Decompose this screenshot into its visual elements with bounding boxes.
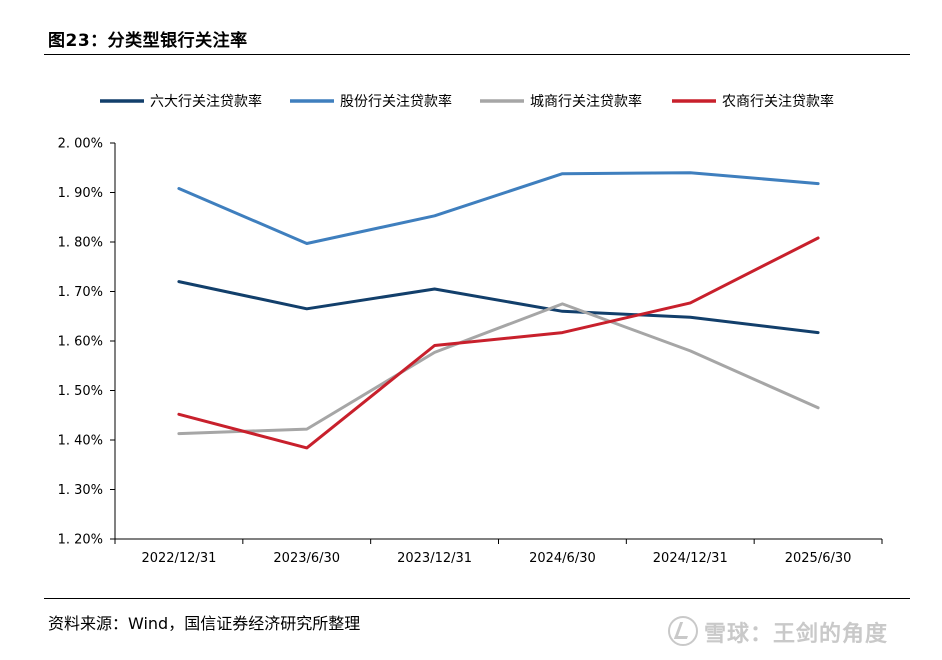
figure-title: 图23：分类型银行关注率: [48, 31, 248, 51]
y-tick-labels: 2. 00% 1. 90% 1. 80% 1. 70% 1. 60% 1. 50% 1. 4…: [58, 137, 103, 548]
legend-label-1: 六大行关注贷款率: [150, 93, 262, 110]
y-tick-label: 1. 60%: [58, 335, 103, 350]
legend-label-4: 农商行关注贷款率: [722, 93, 834, 110]
legend-label-3: 城商行关注贷款率: [530, 93, 642, 110]
x-tick-labels: 2022/12/31 2023/6/30 2023/12/31 2024/6/30 20…: [141, 551, 851, 566]
legend-label-2: 股份行关注贷款率: [340, 93, 452, 110]
x-tick-label: 2025/6/30: [785, 551, 852, 566]
series-line-2: [177, 171, 820, 245]
legend: 六大行关注贷款率 股份行关注贷款率 城商行关注贷款率 农商行关注贷款率: [100, 93, 834, 110]
y-tick-label: 1. 70%: [58, 285, 103, 300]
series-line-1: [177, 280, 820, 335]
line-chart: 六大行关注贷款率 股份行关注贷款率 城商行关注贷款率 农商行关注贷款率 2. 00% 1…: [58, 93, 883, 566]
y-tick-label: 1. 20%: [58, 533, 103, 548]
x-tick-label: 2024/6/30: [529, 551, 596, 566]
chart-axes: [110, 142, 883, 544]
x-tick-label: 2023/12/31: [397, 551, 472, 566]
snowball-logo-icon: [668, 616, 698, 646]
x-tick-label: 2023/6/30: [273, 551, 340, 566]
y-tick-label: 2. 00%: [58, 137, 103, 152]
watermark-text: 雪球：王剑的角度: [704, 622, 889, 647]
y-tick-label: 1. 50%: [58, 384, 103, 399]
x-tick-label: 2022/12/31: [141, 551, 216, 566]
y-tick-label: 1. 40%: [58, 434, 103, 449]
y-tick-label: 1. 90%: [58, 186, 103, 201]
series-line-3: [177, 302, 820, 436]
y-tick-label: 1. 30%: [58, 483, 103, 498]
source-note: 资料来源：Wind，国信证券经济研究所整理: [48, 614, 361, 633]
x-tick-label: 2024/12/31: [653, 551, 728, 566]
y-tick-label: 1. 80%: [58, 236, 103, 251]
bottom-rule: [44, 598, 910, 599]
series-lines: [177, 171, 820, 450]
watermark: 雪球：王剑的角度: [668, 616, 888, 648]
series-line-4: [177, 236, 820, 450]
top-rule: [44, 54, 910, 55]
